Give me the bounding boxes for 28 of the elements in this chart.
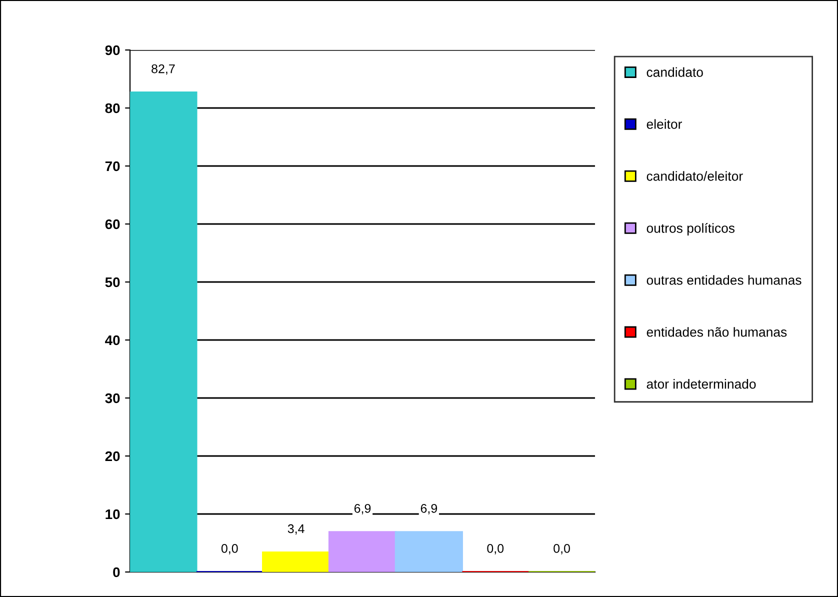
y-tick-label: 70: [105, 161, 120, 172]
data-label: 6,9: [420, 504, 438, 514]
data-label: 0,0: [554, 544, 570, 554]
bar: [328, 531, 397, 572]
y-tick-label: 0: [113, 567, 120, 578]
data-label: 82,7: [152, 64, 175, 75]
data-label: 0,0: [221, 544, 238, 554]
bar: [262, 551, 330, 572]
legend-label: candidato: [646, 67, 703, 77]
bar: [130, 92, 198, 572]
y-tick-label: 90: [105, 45, 120, 56]
y-tick-label: 40: [105, 335, 120, 346]
data-label: 3,4: [288, 524, 304, 535]
legend-label: outras entidades humanas: [646, 275, 802, 285]
legend-label: eleitor: [646, 119, 682, 129]
y-tick-label: 60: [105, 219, 120, 230]
legend-label: ator indeterminado: [646, 379, 756, 389]
data-label: 6,9: [354, 504, 371, 514]
legend-label: candidato/eleitor: [646, 171, 743, 181]
bar: [394, 531, 463, 572]
y-tick-label: 30: [105, 393, 120, 404]
data-label: 0,0: [487, 544, 504, 554]
y-tick-label: 50: [105, 277, 120, 288]
y-tick-label: 20: [105, 451, 120, 462]
y-tick-label: 10: [106, 509, 120, 520]
y-tick-label: 80: [105, 103, 120, 114]
legend-label: entidades não humanas: [646, 327, 787, 337]
legend-label: outros políticos: [646, 223, 735, 236]
